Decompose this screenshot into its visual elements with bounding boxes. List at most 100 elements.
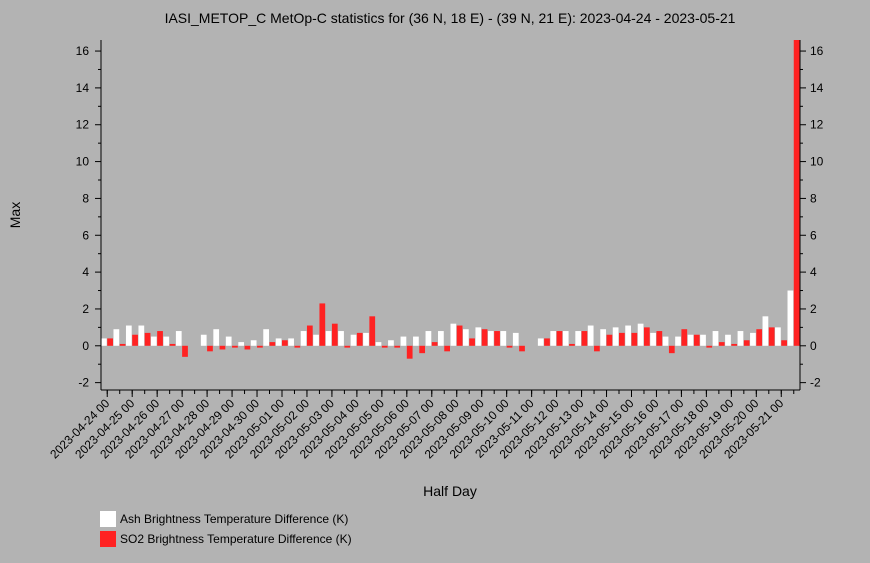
y-tick-label-right: 2 — [810, 302, 817, 316]
ash-bar — [750, 332, 756, 346]
ash-bar — [250, 340, 257, 346]
so2-bar — [768, 327, 775, 346]
so2-bar — [506, 345, 513, 348]
so2-bar — [569, 343, 575, 346]
ash-bar — [562, 331, 569, 346]
y-tick-label-right: 4 — [810, 265, 817, 279]
ash-bar — [400, 336, 407, 346]
ash-bar — [388, 340, 394, 346]
ash-bar — [263, 329, 270, 346]
y-tick-label-left: 6 — [82, 228, 89, 242]
y-tick-label-right: 12 — [810, 118, 824, 132]
ash-bar — [338, 331, 344, 346]
so2-bar — [706, 345, 713, 348]
ash-bar — [200, 334, 207, 346]
so2-bar — [643, 327, 650, 346]
so2-bar — [169, 343, 176, 346]
so2-bar — [793, 40, 800, 346]
legend-item-so2: SO2 Brightness Temperature Difference (K… — [100, 531, 352, 547]
ash-bar — [512, 332, 519, 346]
legend-label-ash: Ash Brightness Temperature Difference (K… — [120, 512, 349, 526]
ash-bar — [575, 331, 582, 346]
y-tick-label-right: 6 — [810, 228, 817, 242]
y-tick-label-left: 16 — [76, 44, 90, 58]
y-tick-label-left: -2 — [78, 376, 89, 390]
ash-bar — [537, 338, 544, 346]
ash-bar — [113, 329, 120, 346]
so2-bar — [606, 334, 613, 346]
ash-bar — [500, 331, 507, 346]
so2-bar — [182, 345, 188, 357]
so2-bar — [207, 345, 213, 352]
ash-bar — [587, 325, 594, 346]
legend: Ash Brightness Temperature Difference (K… — [100, 511, 352, 551]
ash-bar — [612, 327, 619, 346]
so2-bar — [356, 332, 363, 346]
ash-bar — [425, 331, 432, 346]
ash-bar — [375, 342, 382, 346]
y-tick-label-right: 8 — [810, 191, 817, 205]
so2-bar — [594, 345, 600, 352]
so2-bar — [232, 345, 238, 348]
ash-bar — [313, 334, 319, 346]
bars-group — [101, 40, 800, 359]
so2-bar — [144, 332, 151, 346]
so2-bar — [157, 331, 163, 346]
so2-bar — [331, 323, 338, 346]
so2-bar — [219, 345, 226, 350]
ash-bar — [725, 334, 731, 346]
y-tick-label-right: -2 — [810, 376, 821, 390]
ash-bar — [138, 325, 145, 346]
ash-bar — [675, 336, 681, 346]
so2-bar — [419, 345, 426, 354]
so2-bar — [469, 338, 475, 346]
so2-bar — [756, 329, 763, 346]
ash-bar — [300, 331, 307, 346]
ash-bar — [625, 325, 631, 346]
legend-swatch-ash — [100, 511, 116, 527]
y-tick-label-right: 0 — [810, 339, 817, 353]
y-tick-label-left: 0 — [82, 339, 89, 353]
y-axis-label: Max — [7, 202, 23, 228]
so2-bar — [406, 345, 413, 359]
ash-bar — [712, 331, 719, 346]
ash-bar — [600, 329, 607, 346]
ash-bar — [550, 331, 557, 346]
ash-bar — [325, 331, 332, 346]
so2-bar — [444, 345, 450, 352]
ash-bar — [487, 331, 494, 346]
ash-bar — [637, 323, 644, 346]
y-tick-label-left: 2 — [82, 302, 89, 316]
ash-bar — [700, 334, 706, 346]
so2-bar — [631, 332, 638, 346]
legend-label-so2: SO2 Brightness Temperature Difference (K… — [120, 532, 352, 546]
so2-bar — [244, 345, 251, 350]
ash-bar — [238, 342, 245, 346]
chart-title: IASI_METOP_C MetOp-C statistics for (36 … — [165, 10, 736, 26]
ash-bar — [475, 327, 482, 346]
ash-bar — [438, 331, 444, 346]
ash-bar — [413, 336, 419, 346]
so2-bar — [132, 334, 138, 346]
ash-bar — [687, 334, 694, 346]
so2-bar — [581, 331, 588, 346]
so2-bar — [519, 345, 525, 352]
ash-bar — [175, 331, 182, 346]
so2-bar — [257, 345, 263, 348]
so2-bar — [544, 338, 550, 346]
y-tick-label-left: 14 — [76, 81, 90, 95]
so2-bar — [294, 345, 301, 348]
ash-bar — [450, 323, 457, 346]
y-tick-label-right: 10 — [810, 155, 824, 169]
ash-bar — [363, 332, 369, 346]
so2-bar — [431, 342, 438, 346]
so2-bar — [107, 338, 113, 346]
ash-bar — [787, 290, 794, 346]
y-tick-label-left: 8 — [82, 191, 89, 205]
y-tick-label-right: 16 — [810, 44, 824, 58]
legend-item-ash: Ash Brightness Temperature Difference (K… — [100, 511, 352, 527]
ash-bar — [762, 316, 769, 346]
x-axis-label: Half Day — [423, 483, 477, 499]
so2-bar — [456, 325, 463, 346]
